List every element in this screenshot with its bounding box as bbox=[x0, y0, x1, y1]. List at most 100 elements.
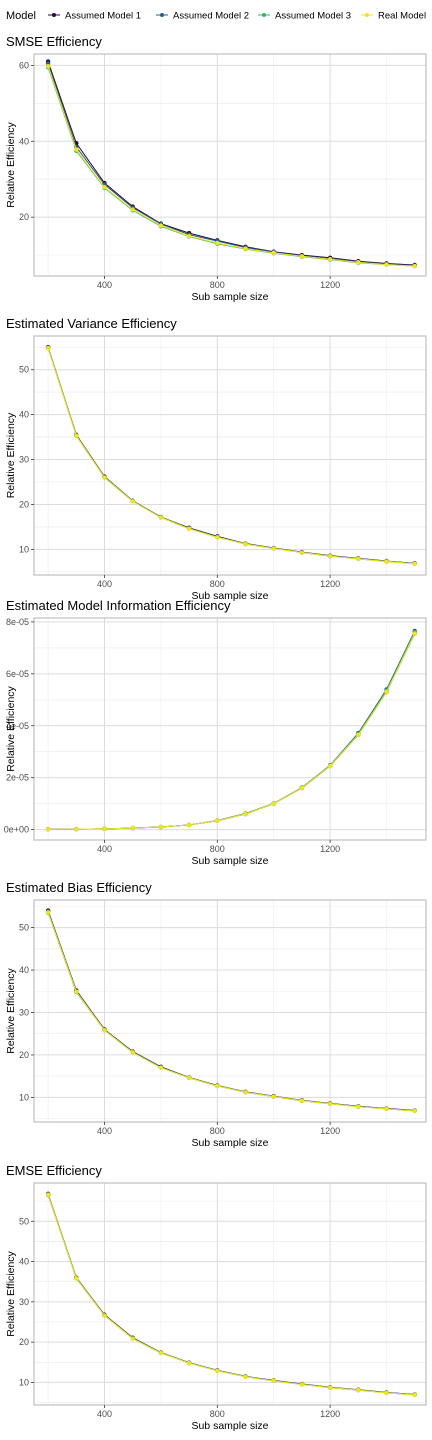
y-tick-label: 40 bbox=[19, 136, 29, 146]
y-axis-title: Relative Efficiency bbox=[5, 1250, 17, 1336]
legend-title: Model bbox=[6, 10, 36, 22]
data-point bbox=[412, 561, 417, 566]
plot-background bbox=[34, 336, 426, 575]
y-tick-label: 20 bbox=[19, 1337, 29, 1347]
y-axis-title: Relative Efficiency bbox=[5, 967, 17, 1053]
data-point bbox=[299, 254, 305, 259]
x-tick-label: 1200 bbox=[320, 280, 340, 290]
x-tick-label: 800 bbox=[210, 579, 225, 589]
data-point bbox=[327, 553, 333, 559]
x-axis-title: Sub sample size bbox=[191, 291, 268, 303]
plot-background bbox=[34, 54, 426, 276]
y-tick-label: 50 bbox=[19, 923, 29, 933]
plot-border bbox=[33, 1182, 427, 1406]
data-point bbox=[45, 827, 51, 832]
data-point bbox=[327, 257, 333, 262]
data-point bbox=[215, 535, 220, 540]
legend-item-assumed-model-2: Assumed Model 2 bbox=[156, 11, 249, 22]
charts-container: SMSE Efficiency 20 40 60 400 800 1200 Sub sampl… bbox=[4, 34, 427, 1432]
data-point bbox=[384, 262, 389, 267]
data-point bbox=[186, 233, 192, 239]
data-point bbox=[102, 1313, 107, 1318]
data-point bbox=[384, 559, 389, 564]
series-real-model bbox=[45, 910, 417, 1114]
data-point bbox=[102, 1028, 107, 1033]
series-real-model bbox=[45, 631, 417, 832]
y-axis-title: Relative Efficiency bbox=[5, 685, 17, 771]
x-tick-label: 400 bbox=[97, 579, 112, 589]
x-tick-label: 400 bbox=[97, 1126, 112, 1136]
legend-item-assumed-model-3: Assumed Model 3 bbox=[258, 11, 351, 22]
chart-panel-3: Estimated Model Information Efficiency 0e… bbox=[4, 598, 427, 867]
data-point bbox=[45, 63, 51, 69]
plot-border bbox=[33, 53, 427, 277]
y-tick-label: 30 bbox=[19, 1297, 29, 1307]
legend-label: Assumed Model 2 bbox=[173, 11, 249, 22]
plot-border bbox=[33, 335, 427, 576]
chart-title: EMSE Efficiency bbox=[6, 1163, 102, 1178]
data-point bbox=[243, 1374, 248, 1379]
data-point bbox=[271, 1094, 276, 1099]
y-tick-label: 2e-05 bbox=[6, 773, 29, 783]
data-point bbox=[271, 801, 276, 806]
y-tick-label: 50 bbox=[19, 365, 29, 375]
series-line bbox=[47, 912, 415, 1112]
data-point bbox=[74, 826, 79, 832]
data-point bbox=[74, 989, 79, 994]
data-point bbox=[384, 689, 389, 695]
data-point bbox=[130, 207, 135, 212]
data-point bbox=[271, 250, 276, 256]
y-tick-label: 40 bbox=[19, 1257, 29, 1267]
data-point bbox=[130, 1336, 135, 1341]
data-point bbox=[299, 1382, 305, 1387]
data-point bbox=[356, 732, 361, 738]
chart-panel-5: EMSE Efficiency 10 20 30 40 50 400 800 1200 Sub s… bbox=[5, 1163, 427, 1432]
legend-item-assumed-model-1: Assumed Model 1 bbox=[48, 11, 141, 22]
data-point bbox=[299, 1098, 305, 1103]
data-point bbox=[215, 1083, 220, 1089]
legend-swatch-point bbox=[160, 13, 164, 17]
x-tick-label: 800 bbox=[210, 1126, 225, 1136]
data-point bbox=[102, 185, 107, 190]
legend-label: Assumed Model 1 bbox=[65, 11, 141, 22]
legend-item-real-model: Real Model bbox=[361, 11, 426, 22]
data-point bbox=[412, 1392, 417, 1398]
x-tick-label: 400 bbox=[97, 280, 112, 290]
x-axis-title: Sub sample size bbox=[191, 855, 268, 867]
series-real-model bbox=[45, 63, 417, 269]
data-point bbox=[215, 240, 220, 246]
y-tick-label: 10 bbox=[19, 1377, 29, 1387]
chart-title: Estimated Variance Efficiency bbox=[6, 316, 177, 331]
series-real-model bbox=[45, 345, 417, 566]
y-tick-label: 10 bbox=[19, 544, 29, 554]
y-tick-label: 40 bbox=[19, 965, 29, 975]
data-point bbox=[327, 763, 333, 769]
x-tick-label: 800 bbox=[210, 844, 225, 854]
legend-label: Assumed Model 3 bbox=[275, 11, 351, 22]
data-point bbox=[243, 1090, 248, 1095]
data-point bbox=[243, 246, 248, 251]
series-real-model bbox=[45, 1192, 417, 1398]
x-tick-label: 1200 bbox=[320, 844, 340, 854]
series-line bbox=[47, 65, 415, 267]
legend-swatch-point bbox=[52, 13, 56, 17]
y-axis-title: Relative Efficiency bbox=[5, 121, 17, 207]
data-point bbox=[299, 785, 305, 791]
data-point bbox=[45, 910, 51, 915]
data-point bbox=[186, 526, 192, 531]
data-point bbox=[384, 1106, 389, 1112]
y-tick-label: 30 bbox=[19, 455, 29, 465]
x-axis-title: Sub sample size bbox=[191, 1420, 268, 1432]
data-point bbox=[271, 546, 276, 551]
data-point bbox=[45, 345, 51, 351]
x-tick-label: 400 bbox=[97, 1409, 112, 1419]
y-tick-label: 60 bbox=[19, 60, 29, 70]
data-point bbox=[243, 541, 248, 547]
y-tick-label: 0e+00 bbox=[4, 825, 29, 835]
series-line bbox=[47, 61, 415, 266]
series-line bbox=[48, 633, 416, 830]
chart-title: Estimated Bias Efficiency bbox=[6, 880, 152, 895]
data-point bbox=[102, 826, 107, 832]
data-point bbox=[412, 1108, 417, 1114]
